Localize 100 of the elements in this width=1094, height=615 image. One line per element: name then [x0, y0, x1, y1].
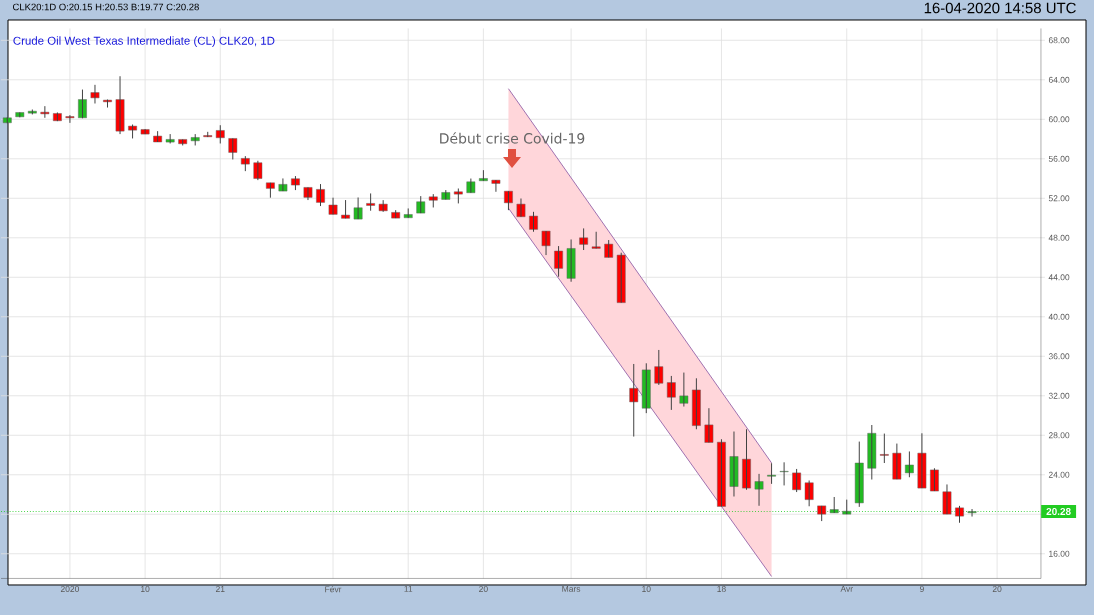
candlestick [40, 105, 50, 119]
x-tick-label: 20 [992, 585, 1002, 592]
candlestick [78, 89, 87, 119]
candlestick [15, 111, 25, 118]
candlestick [666, 375, 676, 411]
candlestick [930, 467, 939, 492]
candlestick [378, 199, 388, 213]
candlestick [616, 252, 626, 304]
candlestick [316, 183, 325, 207]
candlestick [278, 177, 288, 192]
candlestick [266, 182, 275, 199]
x-tick-label: 20 [479, 585, 488, 592]
candlestick [817, 505, 827, 522]
candlestick [967, 508, 977, 518]
candlestick [240, 155, 250, 172]
candlestick [479, 169, 488, 182]
x-tick-label: 21 [215, 585, 225, 592]
candlestick [416, 195, 426, 214]
x-tick-label: Mars [562, 585, 581, 592]
candlestick [341, 199, 350, 219]
candlestick [103, 99, 112, 109]
y-tick-label: 32.00 [1048, 392, 1070, 399]
candlestick [779, 461, 789, 486]
candlestick [153, 130, 163, 143]
candlestick [391, 209, 401, 219]
candlestick [190, 133, 200, 146]
candlestick [591, 231, 601, 249]
candlestick [729, 431, 739, 497]
y-tick-label: 48.00 [1048, 234, 1070, 241]
y-tick-label: 52.00 [1048, 195, 1070, 202]
candlestick [178, 138, 188, 146]
candlestick [128, 124, 137, 139]
candlestick [541, 230, 551, 256]
candlestick [892, 443, 902, 480]
y-tick-label: 40.00 [1048, 313, 1070, 320]
candlestick [215, 124, 225, 144]
x-tick-label: Févr [325, 585, 342, 593]
candlestick [566, 238, 576, 283]
x-tick-label: 11 [404, 585, 413, 592]
text: 16-04-2020 14:58 UTC [924, 2, 1076, 14]
candlestick [654, 349, 664, 386]
candlestick [115, 75, 125, 135]
candlestick [140, 128, 150, 135]
candlestick [579, 227, 589, 251]
candlestick [504, 190, 513, 211]
candlestick [867, 424, 877, 481]
candlestick [65, 114, 75, 124]
candlestick [403, 207, 413, 219]
candlestick [366, 192, 376, 212]
candlestick [516, 197, 526, 218]
x-tick-label: 2020 [60, 585, 79, 592]
candlestick [328, 197, 338, 215]
y-tick-label: 68.00 [1048, 37, 1070, 44]
candlestick [942, 483, 952, 515]
candlestick [529, 211, 538, 233]
y-tick-label: 28.00 [1048, 432, 1070, 439]
candlestick [717, 438, 726, 507]
candlestick [428, 193, 438, 208]
candlestick [604, 239, 614, 258]
candlestick [829, 496, 839, 514]
candlestick [679, 372, 689, 408]
candlestick [917, 432, 927, 489]
y-tick-label: 64.00 [1048, 76, 1070, 83]
candlestick [90, 84, 100, 104]
candlestick [854, 441, 864, 508]
candlestick [879, 433, 889, 464]
text: Crude Oil West Texas Intermediate (CL) CLK20, 1D [13, 36, 275, 48]
x-tick-label: 9 [919, 585, 924, 592]
y-tick-label: 24.00 [1048, 471, 1070, 478]
text: CLK20:1D O:20.15 H:20.53 B:19.77 C:20.28 [13, 3, 199, 11]
candlestick [804, 480, 814, 507]
x-tick-label: Avr [840, 585, 853, 592]
y-tick-label: 44.00 [1048, 274, 1070, 281]
candlestick [792, 468, 802, 493]
candlestick [692, 377, 701, 430]
candlestick [441, 189, 451, 200]
candlestick [491, 179, 501, 193]
candlestick [253, 160, 263, 181]
candlestick [466, 178, 476, 194]
y-tick-label: 36.00 [1048, 353, 1070, 360]
candlestick [554, 245, 563, 278]
x-tick-label: 10 [642, 585, 651, 592]
candlestick [203, 131, 213, 138]
ref-line-label: 20.28 [1046, 507, 1071, 516]
y-tick-label: 56.00 [1048, 155, 1070, 162]
candlestick [704, 407, 714, 443]
candlestick [742, 428, 751, 491]
y-tick-label: 16.00 [1049, 550, 1070, 557]
candlestick [641, 362, 651, 414]
x-tick-label: 18 [717, 585, 726, 592]
candlestick [905, 450, 914, 478]
y-tick-label: 60.00 [1048, 116, 1070, 123]
candlestick [453, 188, 463, 204]
candlestick [955, 505, 964, 524]
candlestick [767, 462, 776, 485]
candlestick [303, 186, 313, 201]
candlestick [53, 111, 62, 122]
candlestick [228, 137, 238, 160]
candlestick [629, 363, 639, 438]
candlestick [754, 473, 764, 507]
